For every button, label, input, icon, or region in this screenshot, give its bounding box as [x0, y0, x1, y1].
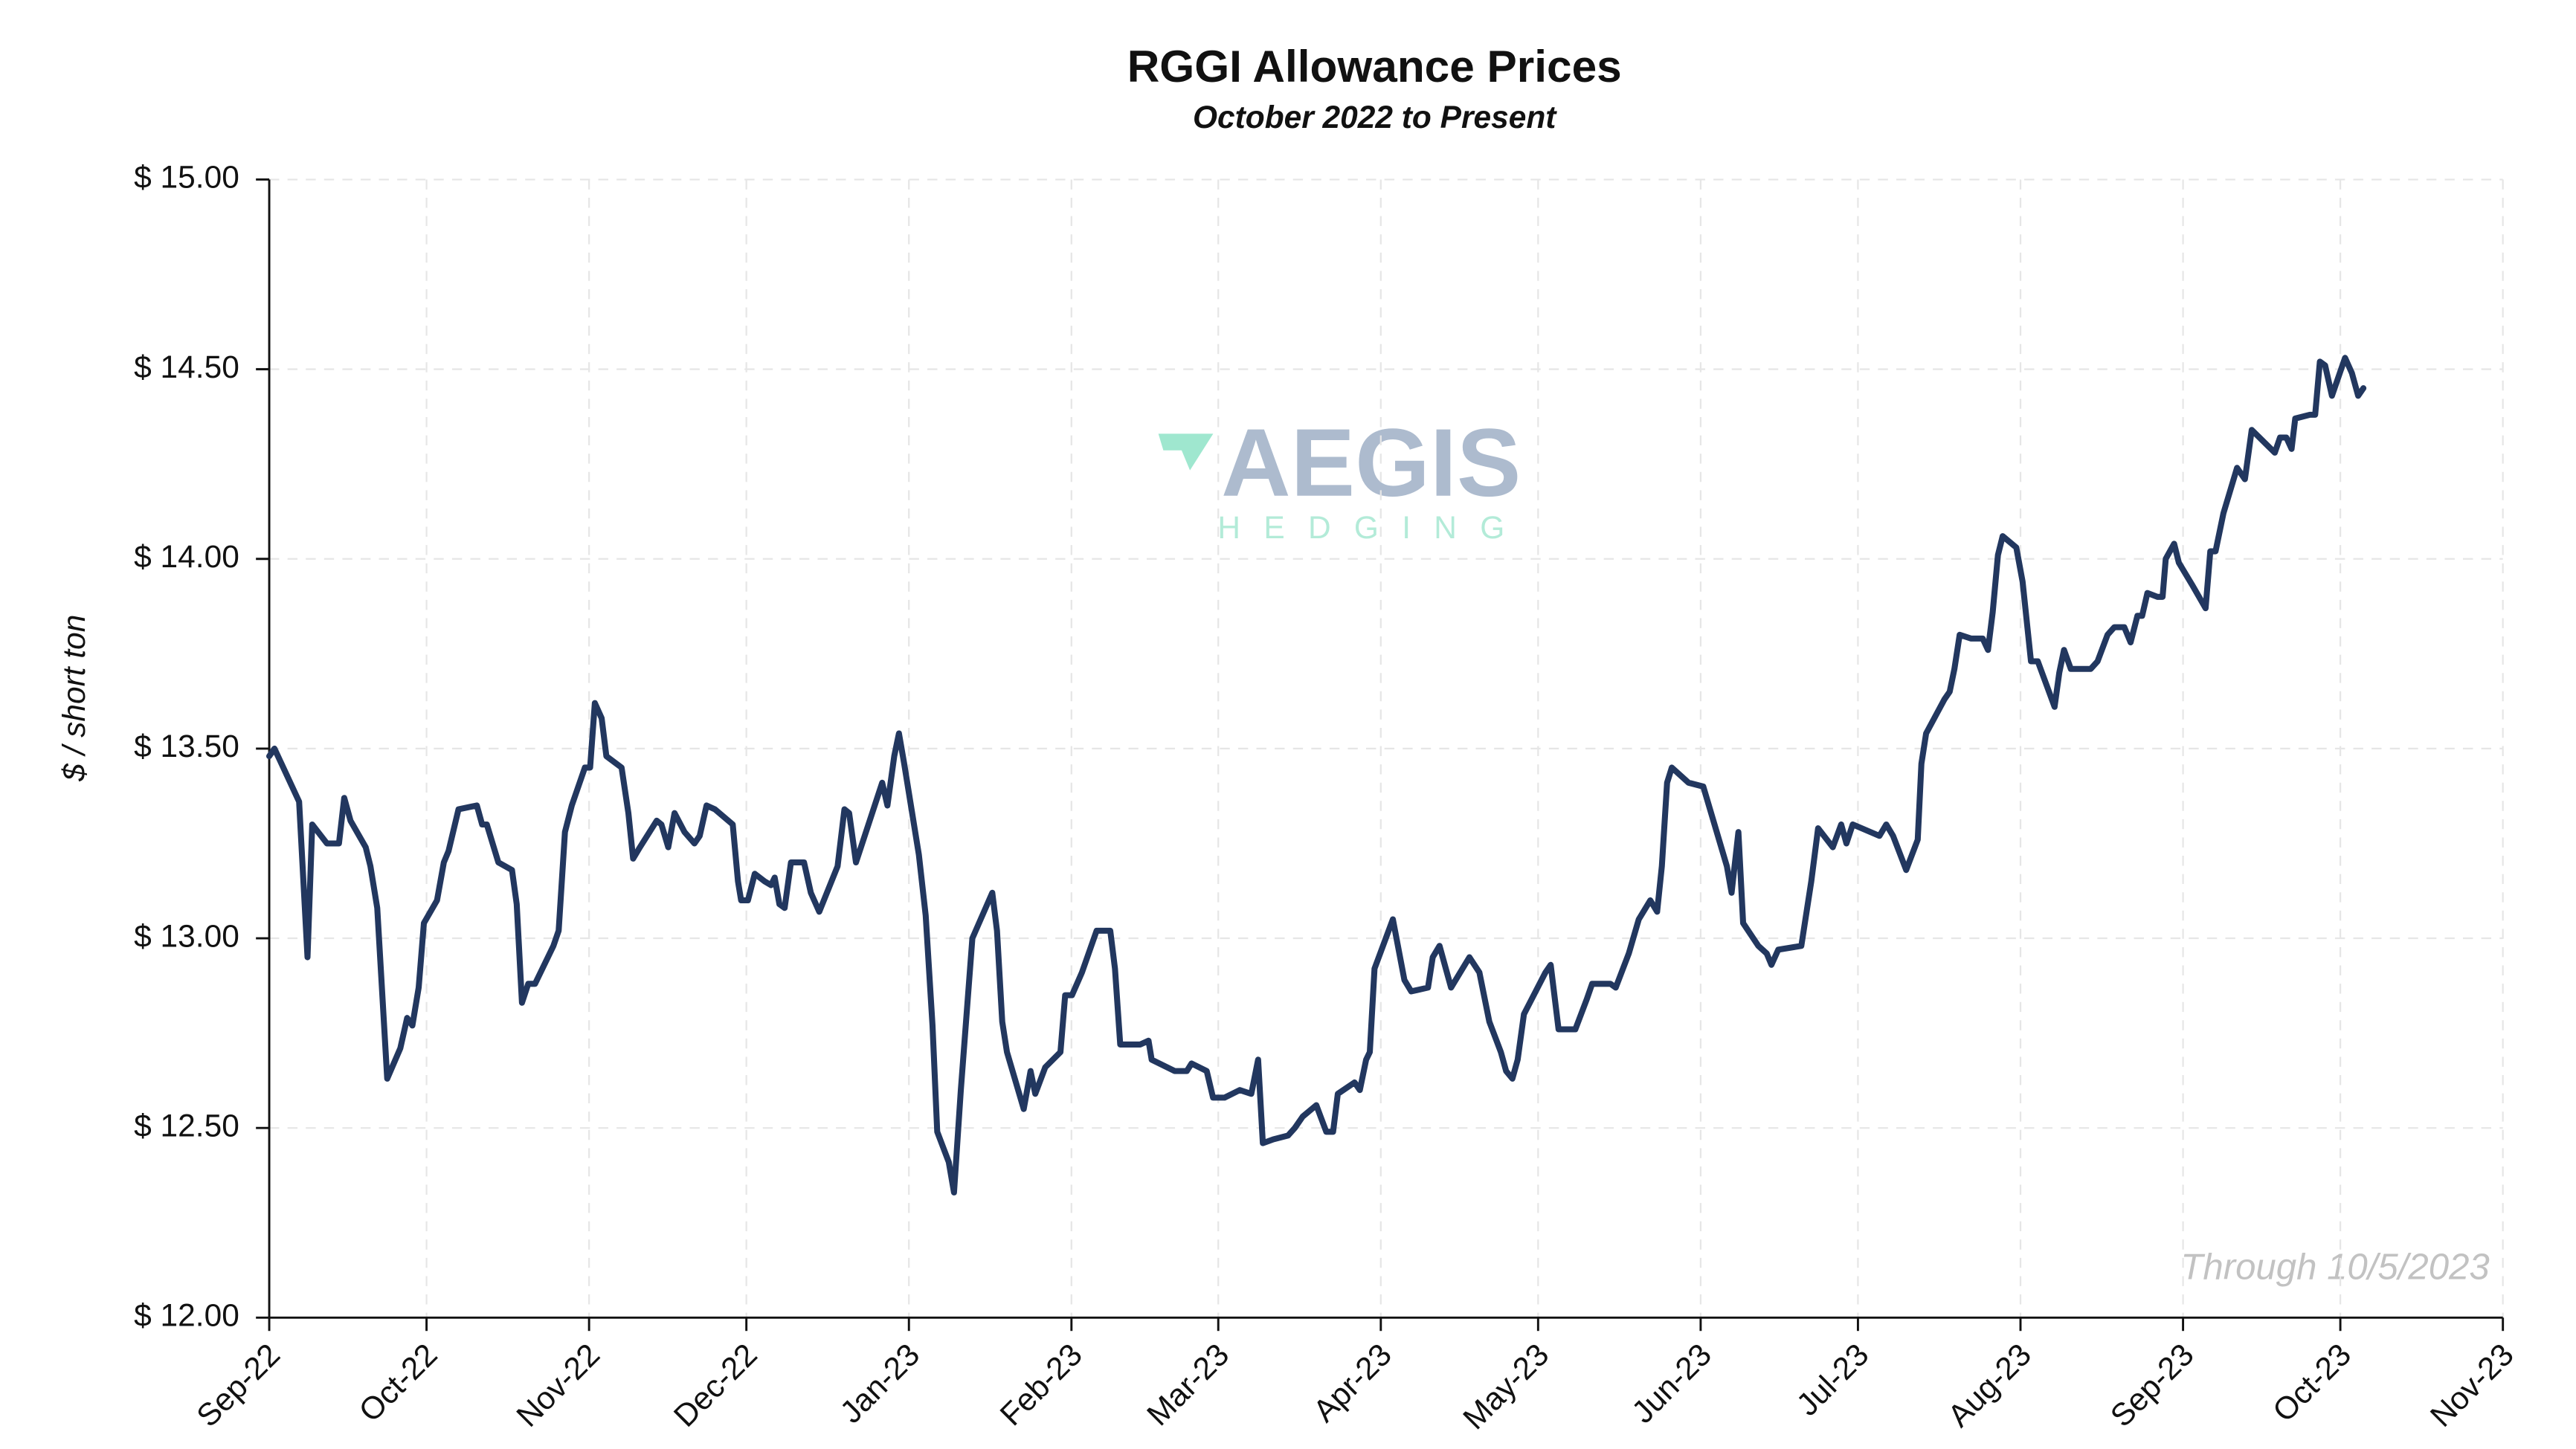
annotation: Through 10/5/2023 — [2180, 1247, 2489, 1288]
x-tick-label: Feb-23 — [994, 1337, 1089, 1432]
y-tick-label: $ 13.50 — [134, 729, 239, 764]
x-tick-label: Jan-23 — [833, 1337, 926, 1430]
price-line — [266, 355, 2367, 1195]
logo-name: AEGIS — [1221, 410, 1521, 517]
logo-tagline: HEDGING — [1217, 510, 1527, 545]
y-tick-label: $ 14.00 — [134, 539, 239, 574]
chart-subtitle: October 2022 to Present — [1193, 100, 1557, 135]
x-tick-label: Jul-23 — [1790, 1337, 1875, 1422]
x-tick-label: May-23 — [1456, 1337, 1555, 1436]
x-tick-label: Nov-22 — [509, 1337, 606, 1433]
watermark: AEGIS HEDGING — [1158, 410, 1527, 545]
chart-title: RGGI Allowance Prices — [1127, 41, 1622, 91]
x-tick-label: Oct-23 — [2266, 1337, 2357, 1428]
y-tick-label: $ 14.50 — [134, 349, 239, 384]
x-tick-label: Apr-23 — [1307, 1337, 1398, 1428]
y-tick-label: $ 15.00 — [134, 160, 239, 195]
x-tick-label: Dec-22 — [667, 1337, 764, 1433]
x-tick-label: Mar-23 — [1140, 1337, 1235, 1432]
y-tick-label: $ 13.00 — [134, 918, 239, 953]
x-tick-label: Oct-22 — [352, 1337, 443, 1428]
x-tick-label: Aug-23 — [1941, 1337, 2038, 1433]
x-tick-label: Sep-23 — [2104, 1337, 2200, 1433]
logo-mark — [1158, 433, 1214, 471]
y-tick-label: $ 12.50 — [134, 1108, 239, 1143]
x-tick-label: Nov-23 — [2424, 1337, 2520, 1433]
y-tick-label: $ 12.00 — [134, 1298, 239, 1333]
x-tick-label: Sep-22 — [190, 1337, 286, 1433]
x-tick-label: Jun-23 — [1625, 1337, 1718, 1430]
y-axis-label: $ / short ton — [57, 615, 91, 782]
